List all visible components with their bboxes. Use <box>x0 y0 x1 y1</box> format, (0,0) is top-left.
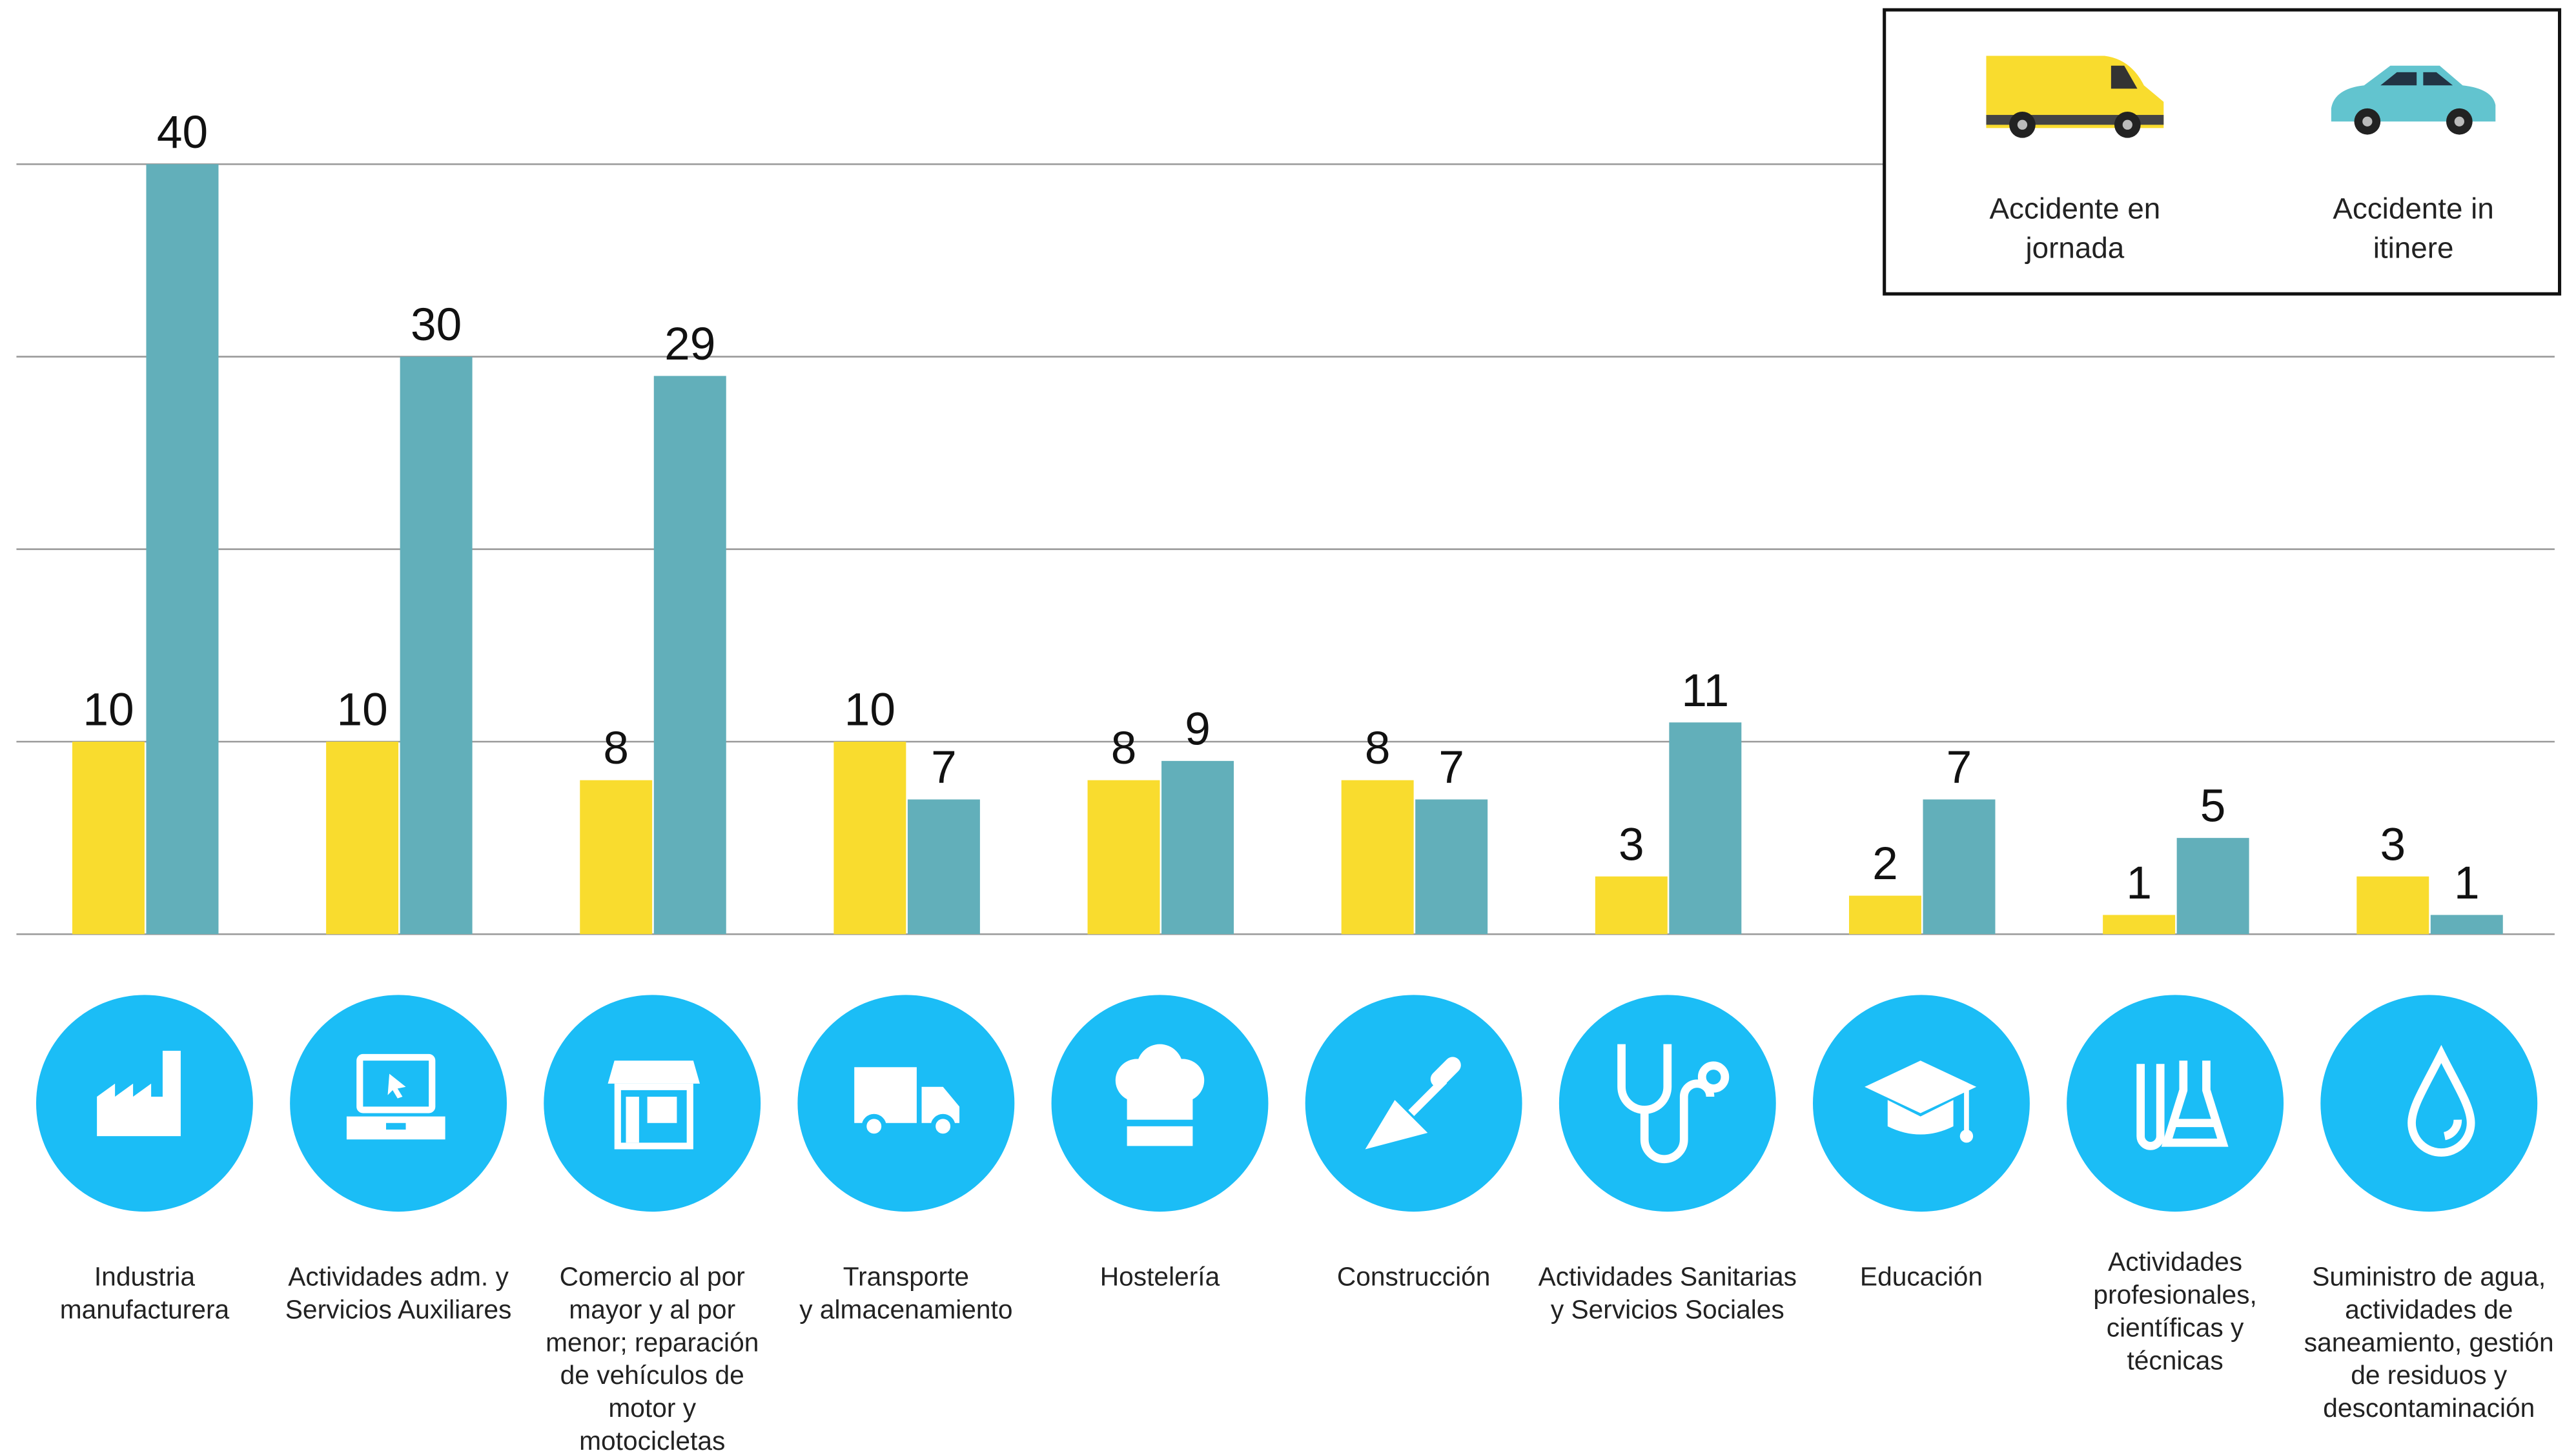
icon-part <box>608 1061 700 1084</box>
value-label: 30 <box>411 300 462 351</box>
value-label: 29 <box>664 319 715 370</box>
page: {"chart_data": {"type": "bar", "categori… <box>0 0 2576 1453</box>
bar <box>2356 877 2429 934</box>
icon-part <box>854 1067 917 1123</box>
icon-circle <box>1305 995 1522 1212</box>
value-label: 7 <box>931 742 957 793</box>
bar <box>72 742 145 934</box>
legend-box <box>1885 10 2560 294</box>
bar <box>146 164 218 934</box>
value-label: 2 <box>1872 838 1898 889</box>
value-label: 10 <box>83 685 134 736</box>
icon-circle <box>2320 995 2537 1212</box>
value-label: 8 <box>1365 723 1391 774</box>
bar <box>2103 915 2175 934</box>
value-label: 40 <box>157 107 208 158</box>
icon-part <box>626 1097 639 1143</box>
icon-part <box>2123 120 2132 130</box>
category-label: Hostelería <box>1100 1262 1220 1292</box>
category-label: Educación <box>1860 1262 1983 1292</box>
icon-part <box>1127 1084 1193 1120</box>
bar <box>908 799 980 934</box>
bar <box>833 742 906 934</box>
value-label: 7 <box>1438 742 1464 793</box>
icon-part <box>2362 117 2372 127</box>
value-label: 5 <box>2200 781 2226 832</box>
value-label: 8 <box>603 723 629 774</box>
bar <box>1161 761 1234 934</box>
category-label: Actividades Sanitariasy Servicios Social… <box>1538 1262 1797 1325</box>
bar <box>1669 722 1741 934</box>
bar <box>1595 877 1668 934</box>
bar <box>1415 799 1487 934</box>
value-label: 7 <box>1947 742 1972 793</box>
value-label: 8 <box>1111 723 1137 774</box>
value-label: 3 <box>1619 819 1644 870</box>
value-label: 10 <box>336 685 387 736</box>
chart: 104010308291078987311271531 Industriaman… <box>0 0 2576 1453</box>
category-label: Construcción <box>1337 1262 1491 1292</box>
bar <box>2431 915 2503 934</box>
value-label: 9 <box>1185 704 1211 755</box>
value-label: 3 <box>2380 819 2406 870</box>
value-label: 11 <box>1681 666 1729 716</box>
value-label: 10 <box>844 685 895 736</box>
bar <box>1088 780 1160 935</box>
icon-part <box>933 1117 953 1137</box>
icon-part <box>648 1097 677 1123</box>
icon-part <box>2455 117 2464 127</box>
bar <box>654 376 726 934</box>
bar <box>2177 838 2249 934</box>
icon-part <box>1127 1126 1193 1146</box>
icon-part <box>1960 1130 1973 1143</box>
bar <box>400 357 473 935</box>
value-label: 1 <box>2454 858 2480 909</box>
icon-part <box>386 1123 406 1130</box>
bar <box>1849 896 1921 935</box>
icon-part <box>2018 120 2027 130</box>
value-label: 1 <box>2126 858 2152 909</box>
bar <box>326 742 398 934</box>
bar <box>1923 799 1996 934</box>
icon-circle <box>1559 995 1776 1212</box>
icon-part <box>864 1117 884 1137</box>
bar <box>580 780 652 935</box>
bar <box>1342 780 1414 935</box>
icon-circle <box>290 995 507 1212</box>
